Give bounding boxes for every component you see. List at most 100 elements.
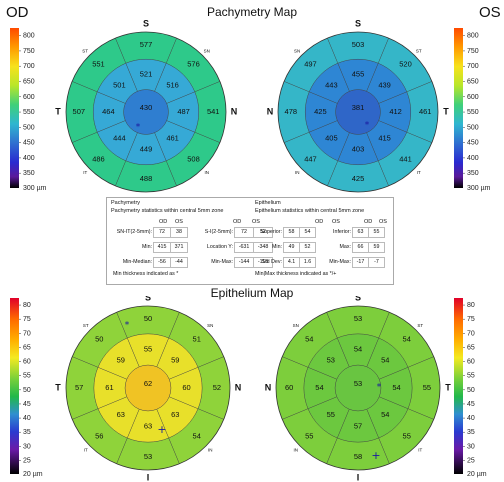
sector-value-outer-st: 54 [403, 334, 411, 343]
colorbar-tick-label: 65 [467, 344, 475, 351]
sector-value-middle-i: 57 [354, 422, 362, 431]
epithelium-map-title: Epithelium Map [210, 286, 294, 300]
sector-value-outer-t: 461 [419, 107, 432, 116]
cell-os-2: -7 [368, 257, 385, 268]
cell-os-2: -348 [253, 242, 273, 253]
pachymetry-map-od: 577521S488449I507464T541487N551501ST5765… [55, 18, 237, 193]
colorbar-tick-label: 450 [23, 140, 35, 147]
sector-value-outer-in: 508 [187, 155, 200, 164]
central-zone [124, 364, 172, 412]
cell-od: 72 [153, 227, 171, 238]
direction-label-st: ST [83, 323, 89, 328]
pachymetry-map-title: Pachymetry Map [206, 5, 298, 19]
sector-value-outer-s: 577 [140, 40, 153, 49]
table-row: SN-IT(2-5mm): 72 38 S-I(2-5mm): 72 52 [109, 227, 273, 238]
direction-label-s: S [355, 296, 361, 302]
sector-value-outer-in: 54 [193, 432, 201, 441]
cell-od: 58 [283, 227, 300, 238]
table-row: Min: 415 371 Location Y: -631 -348 [109, 242, 273, 253]
sector-value-middle-sn: 53 [327, 356, 335, 365]
direction-label-sn: SN [207, 323, 213, 328]
cell-os-2: -118 [253, 257, 273, 268]
row-label-2: Location Y: [206, 243, 233, 250]
row-label-2: S-I(2-5mm): [204, 228, 233, 235]
epithelium-map-os: 53 54 S 58 57 I 55 54 T 60 54 N 54 54 ST 54 53 SN 55 54 IT 55… [265, 296, 452, 482]
colorbar-tick-label: 25 [467, 457, 475, 464]
cell-od: 415 [153, 242, 171, 253]
sector-value-middle-in: 405 [325, 134, 338, 143]
colorbar-tick-label: 700 [23, 63, 35, 70]
sector-value-middle-it: 415 [378, 134, 391, 143]
row-label-2: Inferior: [333, 228, 351, 235]
sector-value-outer-n: 60 [285, 383, 293, 392]
sector-value-outer-n: 52 [213, 383, 221, 392]
colorbar-tick-label: 75 [467, 316, 475, 323]
pachymetry-stats-table: SN-IT(2-5mm): 72 38 S-I(2-5mm): 72 52 Mi… [109, 227, 273, 268]
pachymetry-stats-subtitle: Pachymetry statistics within central 5mm… [111, 208, 224, 214]
min-marker-icon: * [136, 123, 141, 133]
sector-value-middle-n: 487 [177, 107, 190, 116]
direction-label-n: N [235, 382, 242, 392]
sector-value-middle-i: 403 [352, 145, 365, 154]
direction-label-sn: SN [293, 323, 299, 328]
min-marker-icon: * [365, 121, 370, 131]
colorbar-tick-label: 400 [467, 155, 479, 162]
cell-os: 1.6 [299, 257, 316, 268]
colorbar-bottom-label: 20 µm [23, 471, 43, 478]
colorbar-tick-label: 550 [467, 109, 479, 116]
sector-value-outer-sn: 497 [304, 59, 317, 68]
direction-label-t: T [55, 382, 61, 392]
epithelium-map-od: 50 55 S 53 63 I 57 61 T 52 60 N 50 59 ST 51 59 SN 56 63 IT 54… [55, 296, 242, 482]
cell-od-2: -17 [352, 257, 369, 268]
sector-value-middle-it: 54 [381, 410, 389, 419]
sector-value-middle-in: 55 [327, 410, 335, 419]
epi-col-od: OD [315, 219, 324, 225]
epithelium-stats-subtitle: Epithelium statistics within central 5mm… [255, 208, 365, 214]
colorbar-tick-label: 35 [467, 429, 475, 436]
central-zone [335, 89, 381, 135]
sector-value-middle-st: 439 [378, 80, 391, 89]
sector-value-outer-it: 56 [95, 432, 103, 441]
colorbar-tick-label: 80 [23, 302, 31, 309]
direction-label-st: ST [417, 323, 423, 328]
sector-value-middle-s: 455 [352, 69, 365, 78]
sector-value-middle-st: 59 [117, 356, 125, 365]
row-label: Min: [271, 243, 282, 250]
colorbar-tick-label: 25 [23, 457, 31, 464]
min-marker-icon: * [377, 383, 382, 393]
sector-value-outer-it: 55 [403, 432, 411, 441]
epithelium-stats-header: Epithelium [255, 200, 281, 206]
sector-value-outer-t: 57 [75, 383, 83, 392]
colorbar-tick-label: 600 [23, 94, 35, 101]
cell-os: 52 [299, 242, 316, 253]
sector-value-outer-sn: 51 [193, 334, 201, 343]
sector-value-middle-t: 54 [392, 383, 400, 392]
colorbar-bottom-label: 20 µm [467, 471, 487, 478]
colorbar-tick-label: 400 [23, 155, 35, 162]
direction-label-st: ST [82, 48, 88, 53]
cell-os: 371 [170, 242, 188, 253]
colorbar-tick-label: 750 [467, 48, 479, 55]
central-zone [334, 364, 382, 412]
colorbar-tick-label: 350 [23, 170, 35, 177]
colorbar-tick-label: 35 [23, 429, 31, 436]
direction-label-it: IT [418, 447, 422, 452]
direction-label-in: IN [205, 170, 210, 175]
direction-label-s: S [355, 18, 361, 28]
direction-label-t: T [443, 106, 449, 116]
os-label: OS [479, 4, 501, 21]
direction-label-s: S [145, 296, 151, 302]
sector-value-outer-t: 55 [423, 383, 431, 392]
cell-od-2: -144 [234, 257, 254, 268]
colorbar-tick-label: 50 [467, 387, 475, 394]
sector-value-outer-it: 486 [92, 155, 105, 164]
table-row: Min-Median: -56 -44 Min-Max: -144 -118 [109, 257, 273, 268]
direction-label-in: IN [294, 447, 299, 452]
sector-value-middle-t: 412 [389, 107, 402, 116]
sector-value-outer-st: 50 [95, 334, 103, 343]
colorbar-tick-label: 45 [467, 401, 475, 408]
pachy-col-os: OS [175, 219, 183, 225]
min-marker-icon: * [125, 321, 130, 331]
epithelium-colorbar-right: 80 75 70 65 60 55 50 45 40 35 30 25 20 µm [454, 298, 487, 478]
direction-label-st: ST [416, 48, 422, 53]
